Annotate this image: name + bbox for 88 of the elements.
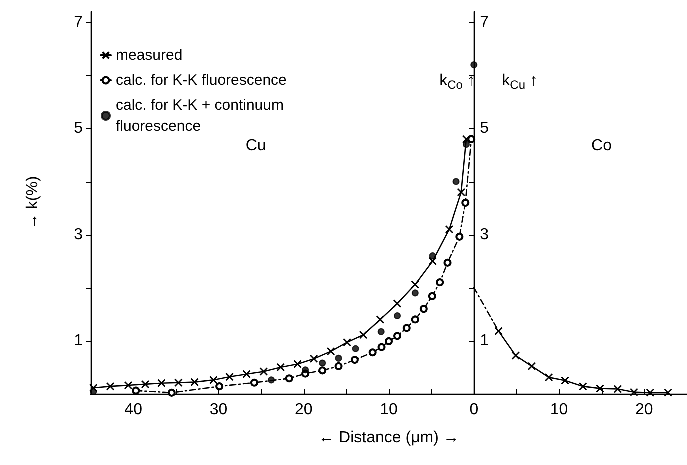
point xyxy=(630,388,638,397)
point xyxy=(326,347,336,356)
point xyxy=(528,362,536,371)
point xyxy=(411,316,420,324)
point xyxy=(494,327,504,336)
x-tick-label: 20 xyxy=(636,402,654,418)
point xyxy=(285,374,294,383)
point xyxy=(412,290,419,297)
point xyxy=(250,378,258,387)
legend-label: calc. for K-K + continuum fluorescence xyxy=(116,97,288,135)
point xyxy=(141,380,150,389)
point xyxy=(436,278,444,287)
point xyxy=(456,232,464,241)
point xyxy=(268,376,276,384)
point xyxy=(226,372,234,382)
point xyxy=(242,370,252,379)
point xyxy=(310,354,318,364)
y-tick-label: 1 xyxy=(74,332,84,350)
point xyxy=(462,135,471,144)
point xyxy=(132,386,140,395)
annotation: Co xyxy=(592,138,612,155)
point xyxy=(394,332,402,340)
x-tick-label: 0 xyxy=(470,402,479,418)
point xyxy=(470,62,478,69)
point xyxy=(359,330,368,340)
point xyxy=(614,385,622,394)
point xyxy=(190,378,200,387)
point xyxy=(302,366,310,374)
point xyxy=(462,141,470,148)
point xyxy=(664,388,672,398)
point xyxy=(646,388,655,398)
y2-tick-label: 3 xyxy=(480,226,490,244)
point xyxy=(378,328,385,336)
x-tick-label: 20 xyxy=(294,402,313,418)
y-tick-label: 5 xyxy=(74,120,84,138)
point xyxy=(578,382,588,391)
point xyxy=(157,379,166,388)
point xyxy=(512,352,520,360)
point xyxy=(90,388,98,396)
y-axis-title: → k(%) xyxy=(24,176,42,230)
point xyxy=(402,324,411,332)
y-tick-label: 7 xyxy=(74,14,84,32)
point xyxy=(368,348,377,357)
point xyxy=(209,376,218,384)
point xyxy=(394,312,402,320)
point xyxy=(378,343,386,352)
legend-label: measured xyxy=(116,47,183,64)
point xyxy=(350,356,359,364)
point xyxy=(106,382,115,391)
point xyxy=(420,305,428,314)
point xyxy=(544,373,554,382)
point xyxy=(334,362,343,370)
point xyxy=(343,338,352,347)
x-tick-label: 10 xyxy=(550,402,568,418)
point xyxy=(385,337,393,346)
point xyxy=(319,360,326,367)
y2-tick-label: 7 xyxy=(480,14,490,32)
y2-tick-label: 5 xyxy=(480,120,490,138)
point xyxy=(124,381,133,390)
point xyxy=(260,368,268,376)
point xyxy=(216,382,224,391)
x-tick-label: 40 xyxy=(124,402,143,418)
y2-tick-label: 1 xyxy=(480,332,490,350)
point xyxy=(445,225,454,234)
point xyxy=(376,316,385,324)
point xyxy=(444,258,452,267)
point xyxy=(561,376,570,385)
point xyxy=(457,188,466,197)
point xyxy=(276,363,286,372)
point xyxy=(318,366,327,375)
annotation: Cu xyxy=(246,138,266,155)
y-tick-label: 3 xyxy=(74,226,84,244)
point xyxy=(411,280,420,289)
legend-label: calc. for K-K fluorescence xyxy=(116,72,287,89)
point xyxy=(462,199,470,207)
point xyxy=(596,384,604,393)
point xyxy=(468,135,476,144)
point xyxy=(294,360,302,368)
point xyxy=(428,257,438,266)
point xyxy=(452,178,460,186)
x-tick-label: 30 xyxy=(210,402,228,418)
point xyxy=(429,252,436,260)
x-axis-title: ← Distance (μm) → xyxy=(318,430,460,446)
point xyxy=(335,354,342,362)
x-tick-label: 10 xyxy=(380,402,398,418)
point xyxy=(428,292,436,300)
point xyxy=(352,345,360,352)
point xyxy=(393,300,402,308)
